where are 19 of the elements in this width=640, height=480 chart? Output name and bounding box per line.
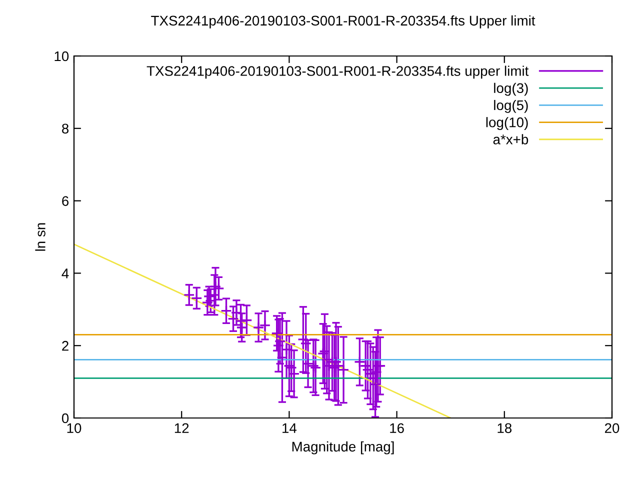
legend-label: a*x+b — [493, 134, 528, 144]
x-tick-label: 12 — [174, 423, 189, 433]
y-tick-label: 8 — [62, 124, 69, 134]
legend-label: log(5) — [494, 100, 528, 113]
x-tick-label: 20 — [604, 423, 620, 434]
x-tick-label: 18 — [498, 423, 512, 434]
y-tick-label: 6 — [62, 196, 69, 206]
y-tick-label: 0 — [62, 413, 69, 424]
y-tick-label: 10 — [54, 51, 69, 62]
y-axis-title: ln sn — [35, 223, 46, 251]
y-tick-label: 4 — [62, 268, 69, 278]
x-axis-title: Magnitude [mag] — [292, 441, 394, 454]
x-tick-label: 16 — [390, 423, 404, 434]
legend-label: TXS2241p406-20190103-S001-R001-R-203354.fts upper limit — [146, 66, 529, 79]
chart-title: TXS2241p406-20190103-S001-R001-R-203354.fts Upper limit — [151, 15, 536, 28]
legend-label: log(10) — [486, 117, 528, 130]
legend-label: log(3) — [494, 82, 528, 96]
x-tick-label: 14 — [282, 423, 297, 433]
y-tick-label: 2 — [62, 340, 68, 351]
